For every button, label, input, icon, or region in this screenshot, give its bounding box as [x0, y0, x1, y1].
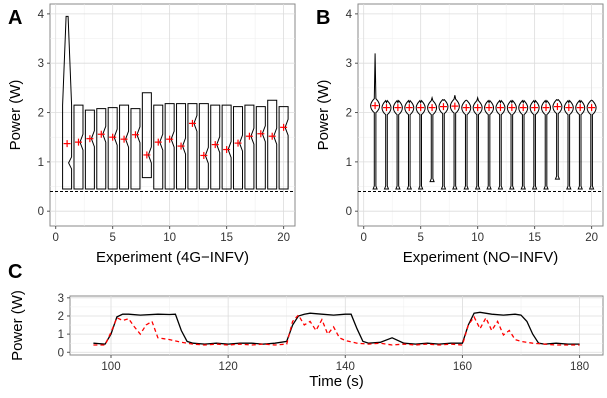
- violin-mark: [461, 99, 472, 190]
- y-tick-label: 4: [346, 9, 353, 21]
- y-tick-label: 1: [58, 329, 64, 341]
- violin-mark: [575, 99, 586, 190]
- panel-B: 0 5 10 15 20 0 1 2 3 4 Experiment (NO−INFV) Power (…: [315, 3, 604, 266]
- violin-mark: [484, 99, 495, 190]
- x-axis-title: Time (s): [309, 373, 363, 390]
- x-tick-label: 180: [570, 361, 589, 373]
- box-mark: [62, 15, 73, 190]
- box-mark: [73, 104, 84, 190]
- plot-area: [69, 295, 604, 356]
- y-tick-label: 2: [346, 108, 352, 120]
- y-tick-label: 3: [58, 293, 64, 305]
- box-mark: [96, 108, 107, 190]
- box-mark: [278, 106, 289, 190]
- x-tick-label: 0: [52, 232, 58, 244]
- violin-mark: [438, 98, 449, 190]
- violin-mark: [370, 53, 381, 190]
- violin-mark: [586, 99, 597, 190]
- violin-mark: [506, 99, 517, 190]
- y-tick-label: 1: [38, 157, 44, 169]
- box-mark: [244, 104, 255, 190]
- x-tick-label: 15: [528, 232, 541, 244]
- x-tick-label: 15: [220, 232, 233, 244]
- violin-mark: [392, 99, 403, 190]
- box-mark: [153, 104, 164, 190]
- box-mark: [130, 108, 141, 190]
- y-tick-label: 4: [38, 9, 45, 21]
- x-tick-label: 140: [336, 361, 355, 373]
- box-mark: [221, 104, 232, 190]
- y-tick-label: 0: [38, 206, 44, 218]
- violin-mark: [518, 99, 529, 190]
- violin-mark: [449, 95, 460, 190]
- box-mark: [255, 106, 266, 190]
- violin-mark: [563, 99, 574, 190]
- x-tick-label: 0: [360, 232, 366, 244]
- violin-mark: [381, 99, 392, 190]
- y-axis-title: Power (W): [315, 80, 332, 151]
- series-line-2: [93, 314, 580, 346]
- y-tick-label: 0: [346, 206, 352, 218]
- box-mark: [84, 109, 95, 190]
- y-axis-title: Power (W): [7, 80, 24, 151]
- violin-mark: [472, 95, 483, 190]
- panel-letter: B: [316, 7, 330, 29]
- x-tick-label: 5: [417, 232, 423, 244]
- x-tick-label: 100: [101, 361, 120, 373]
- plot-area: [49, 3, 296, 227]
- plot-area: [357, 3, 604, 227]
- x-tick-label: 5: [109, 232, 115, 244]
- box-mark: [119, 104, 130, 190]
- y-tick-label: 1: [346, 157, 352, 169]
- y-tick-label: 2: [38, 108, 44, 120]
- violin-mark: [404, 99, 415, 190]
- y-tick-label: 0: [58, 347, 64, 359]
- box-mark: [176, 103, 187, 190]
- box-mark: [198, 103, 209, 190]
- violin-mark: [415, 99, 426, 190]
- panel-letter: A: [8, 7, 22, 29]
- box-mark: [164, 103, 175, 190]
- box-mark: [210, 104, 221, 190]
- x-tick-label: 10: [471, 232, 484, 244]
- box-mark: [233, 106, 244, 190]
- box-mark: [267, 99, 278, 190]
- x-axis-title: Experiment (4G−INFV): [96, 249, 249, 266]
- y-tick-label: 3: [346, 58, 352, 70]
- y-tick-label: 2: [58, 311, 64, 323]
- y-axis-title: Power (W): [9, 290, 26, 361]
- series-line-1: [93, 311, 580, 345]
- violin-mark: [541, 99, 552, 190]
- box-mark: [187, 103, 198, 190]
- box-mark: [141, 92, 152, 179]
- panel-C: 100 120 140 160 180 0 1 2 3 Time (s) Power (W) C: [8, 261, 604, 390]
- panel-A: 0 5 10 15 20 0 1 2 3 4 Experiment (4G−INFV) Power (…: [7, 3, 296, 266]
- box-mark: [107, 107, 118, 190]
- x-tick-label: 160: [453, 361, 472, 373]
- x-axis-title: Experiment (NO−INFV): [403, 249, 558, 266]
- x-tick-label: 120: [219, 361, 238, 373]
- violin-mark: [427, 95, 438, 183]
- x-tick-label: 20: [277, 232, 290, 244]
- x-tick-label: 10: [163, 232, 176, 244]
- y-tick-label: 3: [38, 58, 44, 70]
- x-tick-label: 20: [585, 232, 598, 244]
- violin-mark: [495, 99, 506, 190]
- panel-letter: C: [8, 261, 22, 283]
- violin-mark: [552, 98, 563, 180]
- violin-mark: [529, 99, 540, 190]
